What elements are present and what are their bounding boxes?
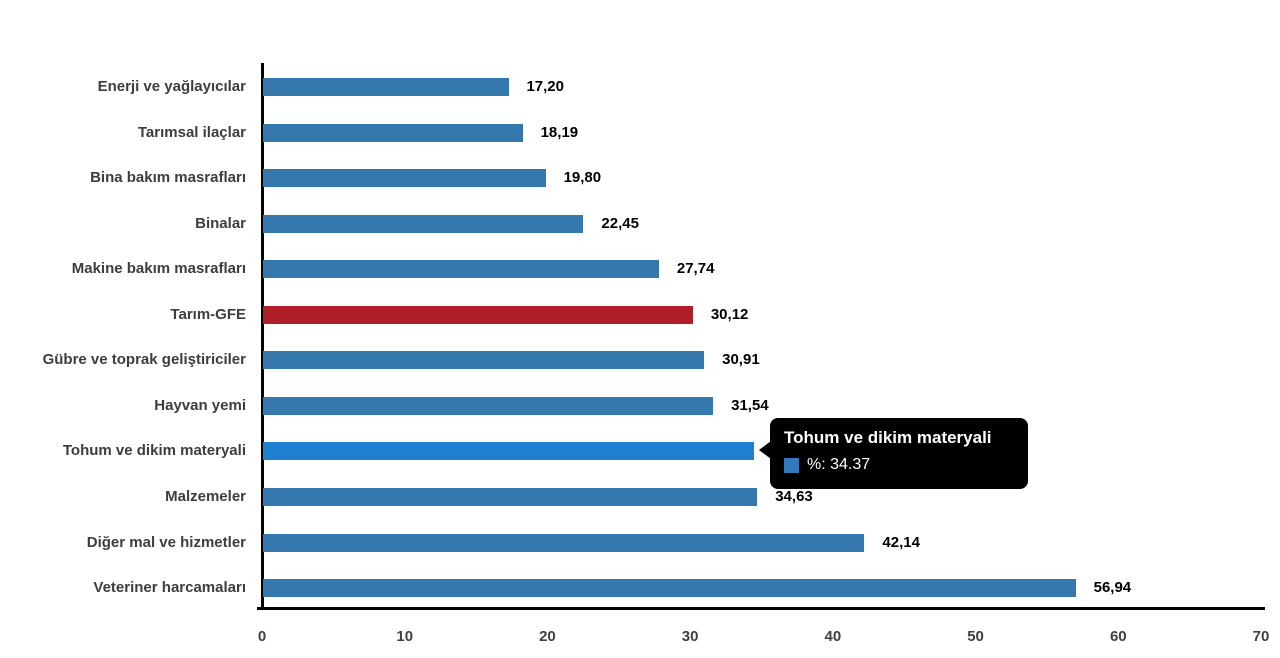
category-label: Makine bakım masrafları [71,260,246,278]
value-label: 42,14 [882,533,920,551]
bar-series[interactable] [263,487,758,506]
bar-highlight[interactable] [263,305,693,324]
value-label: 56,94 [1093,579,1132,597]
value-label: 18,19 [540,123,579,141]
bar-series[interactable] [263,78,509,96]
x-tick-label: 60 [1109,628,1127,645]
category-label: Bina bakım masrafları [90,169,246,187]
x-tick-label: 0 [257,628,267,645]
bar-series[interactable] [263,123,523,142]
value-label: 17,20 [526,78,564,95]
y-axis-line [261,63,264,610]
x-tick-label: 70 [1252,628,1270,645]
bar-series[interactable] [263,396,714,415]
tooltip: Tohum ve dikim materyali %: 34.37 [759,418,1028,489]
category-label: Tarım-GFE [170,305,246,323]
tooltip-value-row: %: 34.37 [784,456,1014,474]
value-label: 34,63 [775,487,813,505]
bar-series[interactable] [263,169,546,188]
category-label: Binalar [195,214,246,232]
category-label: Tohum ve dikim materyali [62,442,246,460]
x-tick-label: 50 [967,628,984,645]
tooltip-value: %: 34.37 [807,456,871,473]
category-label: Tarımsal ilaçlar [137,123,246,141]
tooltip-title: Tohum ve dikim materyali [784,428,992,447]
x-tick-label: 30 [681,628,699,645]
category-label: Veteriner harcamaları [93,579,246,597]
value-label: 30,12 [710,305,749,323]
x-tick-label: 20 [539,628,556,645]
bar-series[interactable] [263,260,659,279]
bar-series[interactable] [263,351,705,370]
value-label: 30,91 [722,351,760,369]
bar-series[interactable] [263,214,584,233]
bar-series[interactable] [263,579,1076,598]
x-tick-label: 10 [396,628,414,645]
x-axis-line [257,607,1265,610]
x-tick-label: 40 [824,628,842,645]
bar-series[interactable] [263,533,865,552]
category-label: Malzemeler [165,487,246,505]
category-label: Hayvan yemi [154,396,246,414]
value-label: 27,74 [676,260,715,278]
tooltip-arrow-icon [759,441,771,459]
category-label: Enerji ve yağlayıcılar [97,78,246,95]
bar-series[interactable] [263,442,754,461]
value-label: 31,54 [731,396,769,414]
category-label: Diğer mal ve hizmetler [86,533,246,551]
category-label: Gübre ve toprak geliştiriciler [42,351,246,369]
value-label: 22,45 [601,214,639,232]
value-label: 19,80 [563,169,602,187]
series-swatch-icon [784,457,799,473]
